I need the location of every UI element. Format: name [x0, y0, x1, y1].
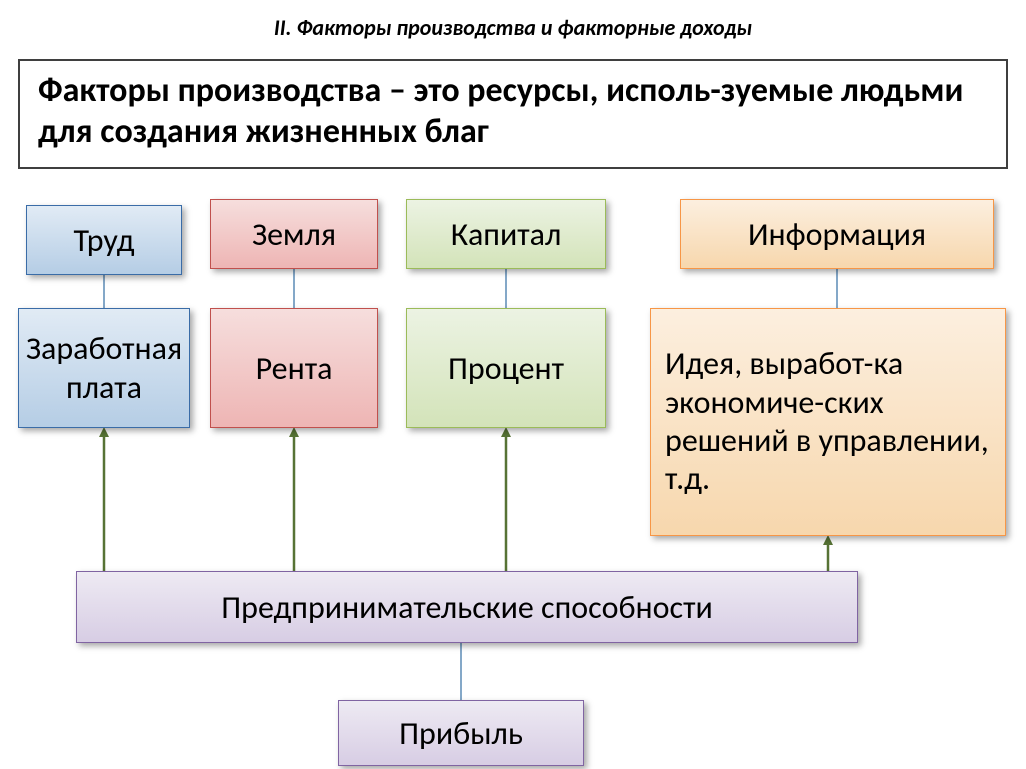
box-land_top: Земля	[210, 199, 378, 269]
box-labor_bot: Заработная плата	[18, 308, 190, 428]
box-entrepreneur: Предпринимательские способности	[76, 571, 858, 643]
box-capital_top: Капитал	[406, 199, 606, 269]
box-info_bot: Идея, выработ-ка экономиче-ских решений …	[650, 308, 1006, 536]
box-labor_top: Труд	[26, 205, 182, 275]
definition-box: Факторы производства – это ресурсы, испо…	[18, 59, 1008, 169]
page-title: II. Факторы производства и факторные дох…	[0, 0, 1026, 41]
box-land_bot: Рента	[210, 308, 378, 428]
box-capital_bot: Процент	[406, 308, 606, 428]
box-profit: Прибыль	[338, 700, 584, 766]
box-info_top: Информация	[680, 199, 994, 269]
